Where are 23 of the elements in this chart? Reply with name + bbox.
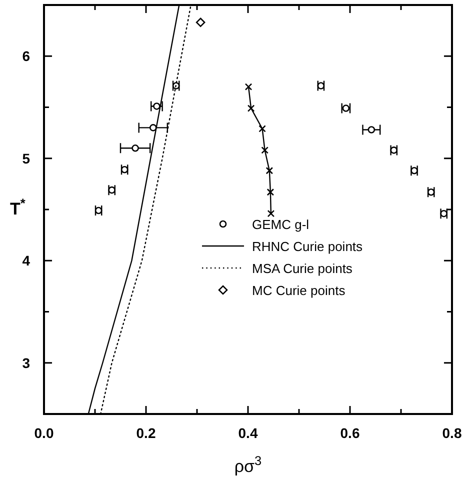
point — [247, 104, 255, 112]
legend-label: GEMC g-l — [252, 217, 310, 232]
point — [266, 166, 274, 174]
y-axis-title: T$^{*}$ — [10, 195, 26, 218]
x-tick-label: 0.0 — [34, 425, 54, 441]
x-tick-label: 0.8 — [442, 425, 462, 441]
point — [196, 18, 206, 28]
point — [244, 83, 252, 90]
point — [258, 125, 266, 132]
y-tick-label: 6 — [22, 48, 30, 64]
point — [267, 210, 275, 218]
point — [266, 188, 274, 196]
x-axis-title: ρσ$^{3}$ — [234, 452, 262, 476]
x-tick-label: 0.4 — [238, 425, 258, 441]
x-tick-label: 0.6 — [340, 425, 360, 441]
y-tick-label: 5 — [22, 150, 30, 166]
y-tick-label: 3 — [22, 354, 30, 371]
legend-label: MC Curie points — [252, 283, 346, 298]
y-tick-label: 4 — [22, 252, 30, 269]
point — [261, 146, 268, 154]
legend-label: RHNC Curie points — [252, 239, 364, 254]
x-tick-label: 0.2 — [136, 425, 156, 441]
legend-label: MSA Curie points — [252, 261, 353, 276]
